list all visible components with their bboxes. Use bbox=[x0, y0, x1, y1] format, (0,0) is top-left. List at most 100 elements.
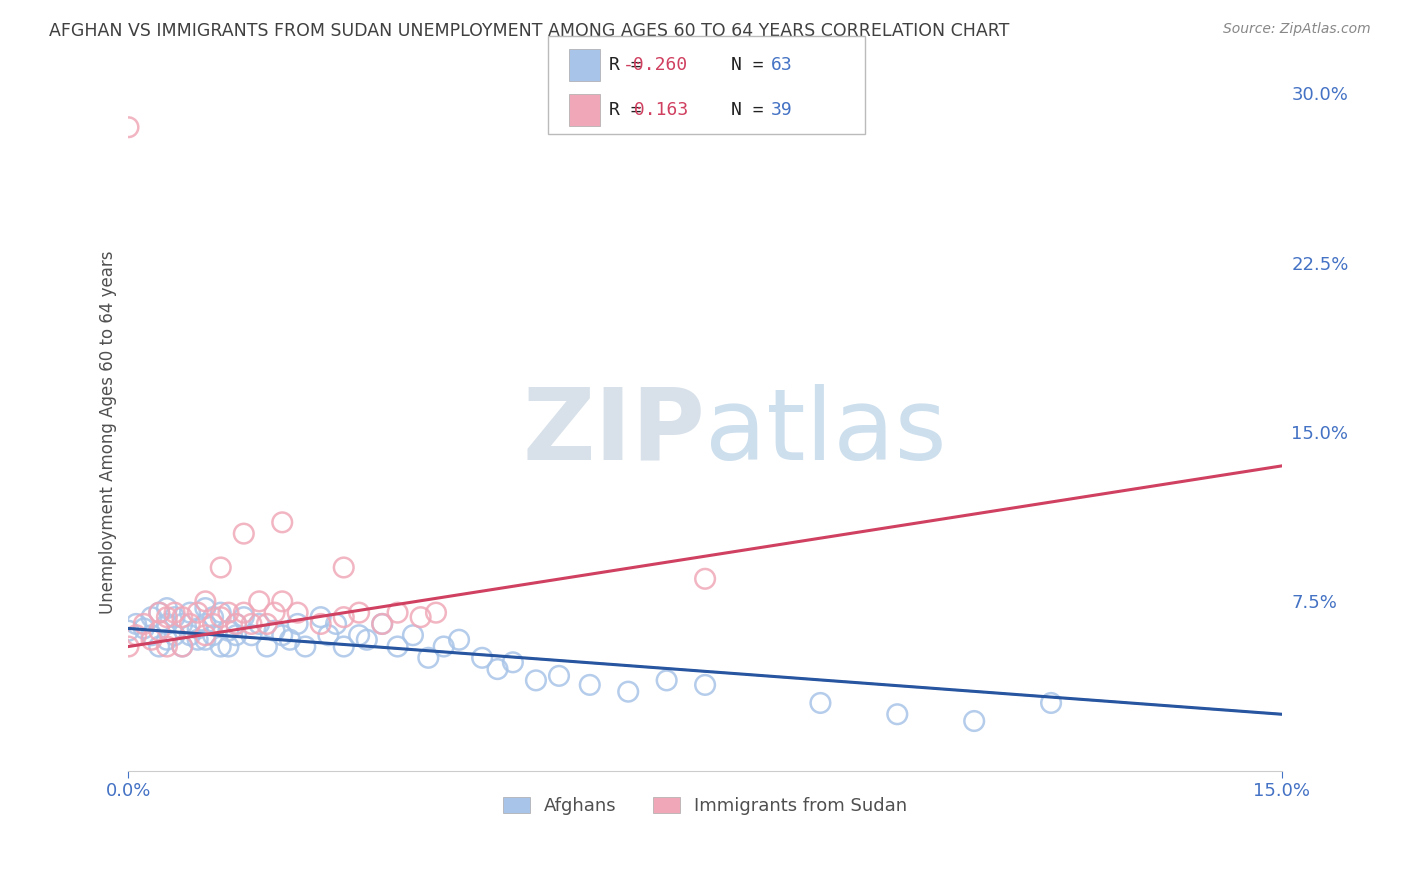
Point bbox=[578, 678, 600, 692]
Point bbox=[156, 610, 179, 624]
Point bbox=[655, 673, 678, 688]
Text: R =: R = bbox=[609, 56, 652, 74]
Point bbox=[172, 610, 194, 624]
Point bbox=[387, 640, 409, 654]
Point bbox=[240, 628, 263, 642]
Point bbox=[217, 606, 239, 620]
Point bbox=[172, 640, 194, 654]
Point bbox=[247, 616, 270, 631]
Point bbox=[418, 650, 440, 665]
Point bbox=[433, 640, 456, 654]
Point bbox=[209, 560, 232, 574]
Text: -0.260: -0.260 bbox=[623, 56, 688, 74]
Point bbox=[232, 526, 254, 541]
Point bbox=[148, 606, 170, 620]
Point bbox=[409, 610, 432, 624]
Point bbox=[194, 616, 217, 631]
Point bbox=[810, 696, 832, 710]
Point bbox=[132, 622, 155, 636]
Point bbox=[148, 624, 170, 638]
Point bbox=[486, 662, 509, 676]
Point bbox=[209, 606, 232, 620]
Point bbox=[117, 120, 139, 135]
Point bbox=[256, 640, 278, 654]
Text: Source: ZipAtlas.com: Source: ZipAtlas.com bbox=[1223, 22, 1371, 37]
Point bbox=[217, 624, 239, 638]
Point bbox=[194, 594, 217, 608]
Point bbox=[693, 572, 716, 586]
Legend: Afghans, Immigrants from Sudan: Afghans, Immigrants from Sudan bbox=[495, 790, 915, 822]
Point bbox=[886, 707, 908, 722]
Point bbox=[287, 606, 309, 620]
Point bbox=[240, 616, 263, 631]
Point bbox=[387, 606, 409, 620]
Text: atlas: atlas bbox=[704, 384, 946, 481]
Point bbox=[232, 606, 254, 620]
Point bbox=[271, 516, 294, 530]
Point bbox=[117, 624, 139, 638]
Point bbox=[141, 632, 163, 647]
Point bbox=[202, 616, 225, 631]
Point bbox=[156, 640, 179, 654]
Point bbox=[132, 616, 155, 631]
Point bbox=[325, 616, 347, 631]
Point bbox=[449, 632, 471, 647]
Point bbox=[332, 560, 354, 574]
Point bbox=[163, 628, 186, 642]
Point bbox=[371, 616, 394, 631]
Point bbox=[332, 610, 354, 624]
Point bbox=[148, 640, 170, 654]
Point bbox=[187, 606, 209, 620]
Point bbox=[202, 628, 225, 642]
Point bbox=[163, 610, 186, 624]
Text: 39: 39 bbox=[770, 101, 792, 119]
Point bbox=[471, 650, 494, 665]
Point bbox=[179, 628, 201, 642]
Y-axis label: Unemployment Among Ages 60 to 64 years: Unemployment Among Ages 60 to 64 years bbox=[100, 251, 117, 614]
Text: ZIP: ZIP bbox=[522, 384, 704, 481]
Point bbox=[125, 616, 148, 631]
Text: N =: N = bbox=[731, 56, 775, 74]
Point bbox=[356, 632, 378, 647]
Point bbox=[125, 628, 148, 642]
Point bbox=[617, 684, 640, 698]
Point bbox=[187, 622, 209, 636]
Point bbox=[963, 714, 986, 728]
Text: 0.163: 0.163 bbox=[623, 101, 688, 119]
Point bbox=[524, 673, 547, 688]
Point bbox=[156, 601, 179, 615]
Point bbox=[202, 610, 225, 624]
Point bbox=[209, 640, 232, 654]
Point bbox=[402, 628, 425, 642]
Point bbox=[217, 640, 239, 654]
Point bbox=[117, 640, 139, 654]
Point bbox=[318, 628, 340, 642]
Point bbox=[194, 628, 217, 642]
Point bbox=[232, 610, 254, 624]
Point bbox=[425, 606, 447, 620]
Point bbox=[271, 594, 294, 608]
Point bbox=[332, 640, 354, 654]
Point bbox=[225, 616, 247, 631]
Point bbox=[209, 610, 232, 624]
Point bbox=[141, 628, 163, 642]
Point bbox=[294, 640, 316, 654]
Point bbox=[141, 610, 163, 624]
Point bbox=[187, 632, 209, 647]
Point bbox=[156, 616, 179, 631]
Point bbox=[256, 616, 278, 631]
Point bbox=[179, 606, 201, 620]
Point bbox=[287, 616, 309, 631]
Text: R =: R = bbox=[609, 101, 652, 119]
Point bbox=[278, 632, 301, 647]
Point bbox=[347, 606, 370, 620]
Point bbox=[1040, 696, 1063, 710]
Text: 63: 63 bbox=[770, 56, 792, 74]
Point bbox=[263, 606, 285, 620]
Point bbox=[347, 628, 370, 642]
Point bbox=[271, 628, 294, 642]
Point bbox=[309, 610, 332, 624]
Point bbox=[502, 656, 524, 670]
Point bbox=[548, 669, 571, 683]
Point bbox=[194, 632, 217, 647]
